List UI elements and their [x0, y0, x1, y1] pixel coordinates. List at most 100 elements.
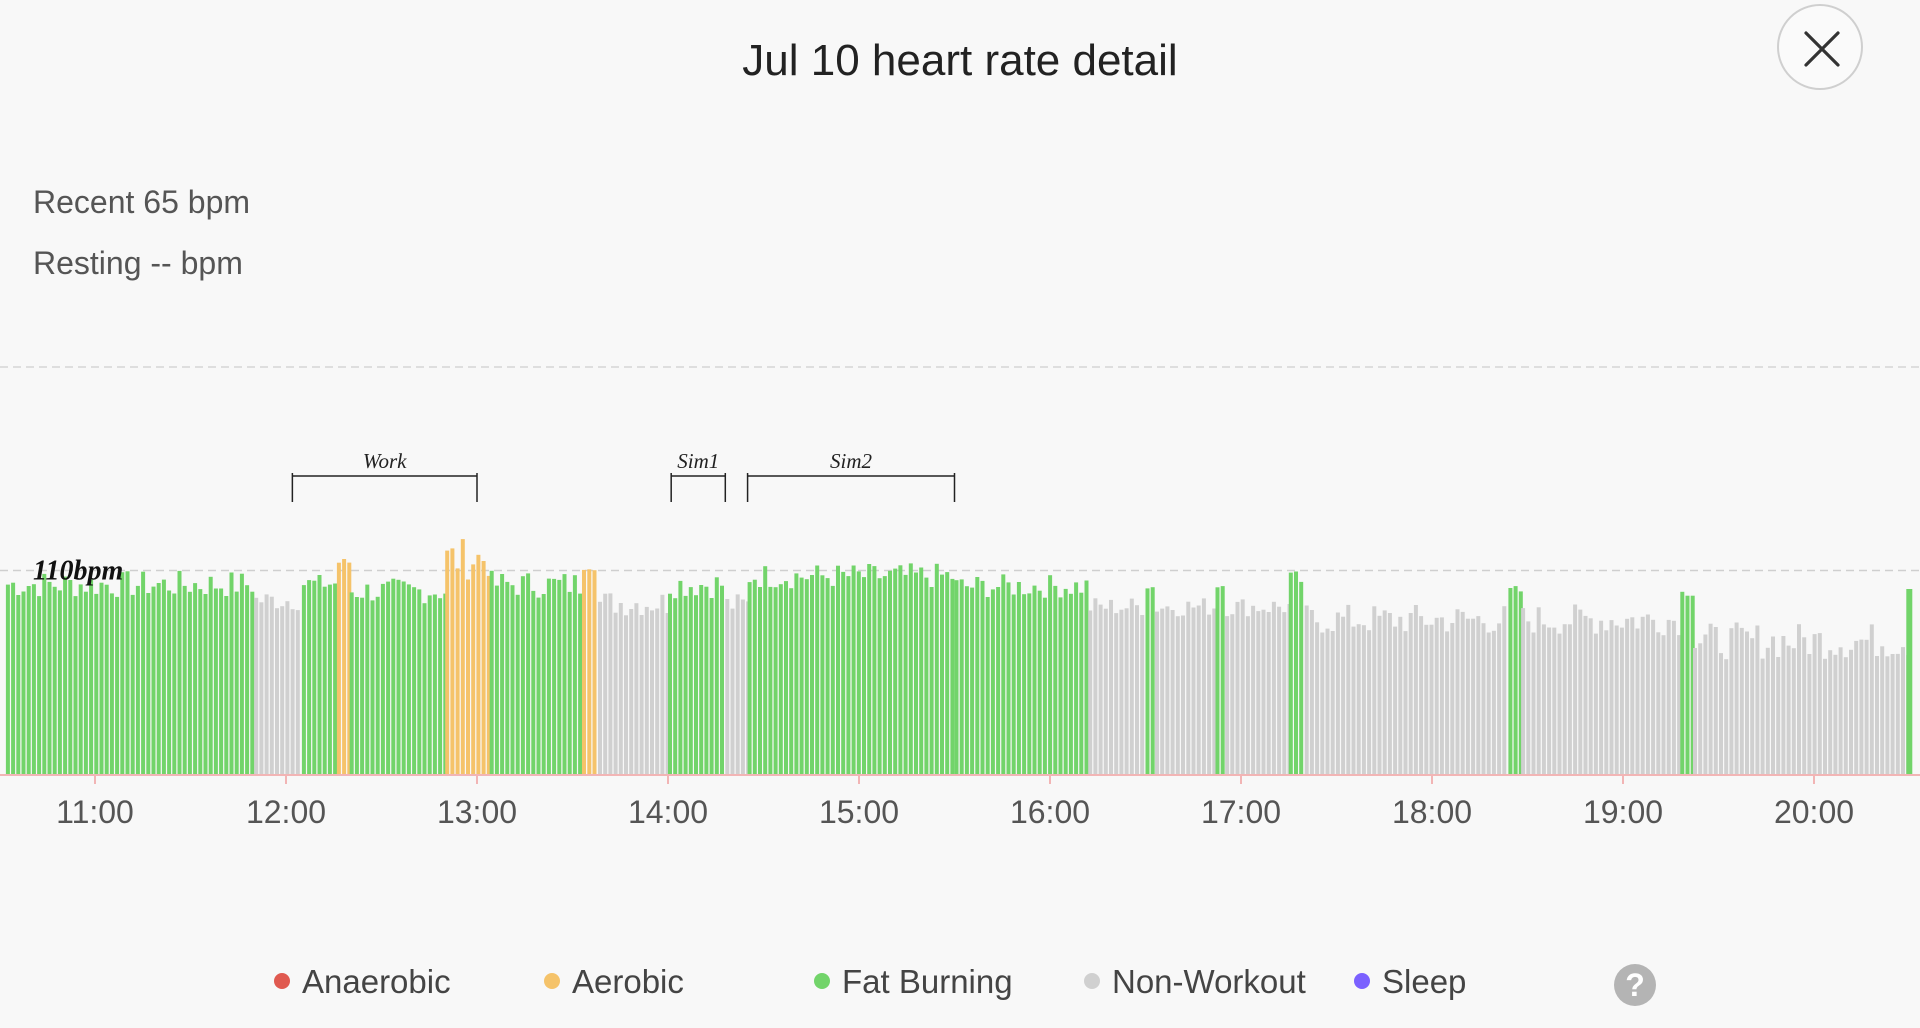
heart-rate-bar — [799, 577, 804, 774]
heart-rate-bar — [683, 595, 688, 774]
heart-rate-bar — [1807, 654, 1812, 774]
reference-line-label: 110bpm — [33, 556, 123, 587]
heart-rate-bar — [1791, 648, 1796, 774]
annotation-label: Sim1 — [677, 449, 719, 473]
heart-rate-bar — [1288, 572, 1293, 774]
heart-rate-bar — [1828, 650, 1833, 774]
heart-rate-bar — [275, 608, 279, 774]
heart-rate-bar — [934, 563, 939, 774]
heart-rate-bar — [950, 578, 955, 774]
heart-rate-bar — [1408, 613, 1413, 774]
heart-rate-bar — [1645, 614, 1650, 774]
heart-rate-bar — [1513, 586, 1518, 774]
heart-rate-bar — [193, 583, 198, 774]
heart-rate-bar — [1557, 633, 1562, 774]
heart-rate-bar — [391, 578, 396, 774]
heart-rate-bar — [1776, 657, 1781, 774]
heart-rate-bar — [1429, 624, 1434, 774]
heart-rate-bar — [1567, 624, 1572, 774]
heart-rate-bar — [250, 591, 255, 774]
heart-rate-bar — [1160, 608, 1165, 774]
heart-rate-bar — [1403, 631, 1408, 774]
heart-rate-bar — [1186, 601, 1191, 774]
close-button[interactable] — [1777, 4, 1863, 90]
heart-rate-bar — [567, 591, 572, 774]
heart-rate-bar — [1196, 605, 1201, 774]
heart-rate-bar — [417, 589, 422, 774]
heart-rate-bar — [269, 596, 274, 774]
x-tick-label: 16:00 — [1010, 794, 1090, 830]
heart-rate-bar — [203, 594, 208, 774]
heart-rate-bar — [699, 585, 704, 774]
heart-rate-bar — [893, 568, 898, 774]
heart-rate-bar — [546, 578, 551, 774]
heart-rate-bar — [768, 586, 773, 774]
heart-rate-bar — [773, 587, 778, 774]
heart-rate-bar — [778, 584, 783, 774]
heart-rate-bar — [1745, 631, 1749, 774]
legend-label: Fat Burning — [842, 963, 1013, 1000]
heart-rate-bar — [1635, 628, 1640, 774]
heart-rate-bar — [259, 602, 264, 774]
heart-rate-bar — [1583, 615, 1588, 774]
heart-rate-bar — [557, 579, 562, 774]
heart-rate-bar — [109, 593, 114, 774]
heart-rate-bar — [639, 615, 644, 774]
heart-rate-bar — [1225, 616, 1230, 774]
heart-rate-bar — [592, 570, 597, 774]
heart-rate-bar — [1859, 639, 1864, 774]
legend-label: Non-Workout — [1112, 963, 1306, 1000]
heart-rate-bar — [1315, 622, 1320, 774]
legend: Anaerobic Aerobic Fat Burning Non-Workou… — [0, 963, 1920, 1013]
heart-rate-bar — [1294, 571, 1298, 774]
heart-rate-bar — [1812, 634, 1817, 774]
heart-rate-bar — [438, 598, 443, 774]
heart-rate-bar — [406, 584, 411, 774]
heart-rate-bar — [239, 573, 244, 774]
heart-rate-bar — [120, 572, 125, 774]
heart-rate-bar — [1817, 633, 1822, 774]
heart-rate-bar — [758, 587, 762, 774]
heart-rate-bar — [494, 585, 499, 774]
heart-rate-bar — [1895, 653, 1900, 774]
heart-rate-bar — [888, 570, 892, 774]
heart-rate-bar — [1739, 627, 1744, 774]
heart-rate-bar — [445, 550, 450, 774]
heart-rate-bar — [78, 584, 83, 774]
legend-item-non-workout: Non-Workout — [1084, 963, 1306, 1001]
heart-rate-bar — [342, 559, 347, 774]
heart-rate-bar — [668, 593, 672, 774]
heart-rate-bar — [476, 554, 481, 774]
heart-rate-bar — [73, 596, 78, 774]
heart-rate-bar — [1630, 617, 1635, 774]
help-icon[interactable]: ? — [1614, 964, 1656, 1006]
heart-rate-bar — [135, 585, 140, 774]
heart-rate-bar — [940, 574, 944, 774]
x-tick-label: 19:00 — [1583, 794, 1663, 830]
heart-rate-bar — [598, 601, 602, 774]
heart-rate-bar — [1547, 627, 1552, 774]
heart-rate-bar — [1356, 624, 1361, 774]
heart-rate-bar — [1781, 636, 1786, 774]
heart-rate-bar — [1330, 631, 1335, 774]
heart-rate-bar — [1088, 610, 1093, 774]
heart-rate-bar — [1022, 594, 1027, 774]
heart-rate-bar — [1114, 613, 1119, 774]
heart-rate-bar — [1656, 632, 1661, 774]
heart-rate-bar — [156, 583, 161, 774]
heart-rate-bar — [1677, 635, 1682, 774]
heart-rate-bar — [125, 571, 130, 774]
legend-label: Anaerobic — [302, 963, 451, 1000]
heart-rate-bar — [1387, 613, 1392, 774]
heart-rate-bar — [115, 596, 120, 774]
heart-rate-bar — [312, 580, 317, 774]
heart-rate-bar — [980, 580, 985, 774]
heart-rate-bar — [396, 579, 401, 774]
heart-rate-bar — [725, 599, 730, 774]
heart-rate-bar — [1880, 646, 1885, 774]
heart-rate-bar — [1282, 612, 1287, 774]
x-tick-label: 11:00 — [56, 794, 134, 830]
heart-rate-bar — [1573, 604, 1578, 774]
heart-rate-bar — [1367, 630, 1372, 774]
recent-heart-rate: Recent 65 bpm — [33, 184, 251, 220]
